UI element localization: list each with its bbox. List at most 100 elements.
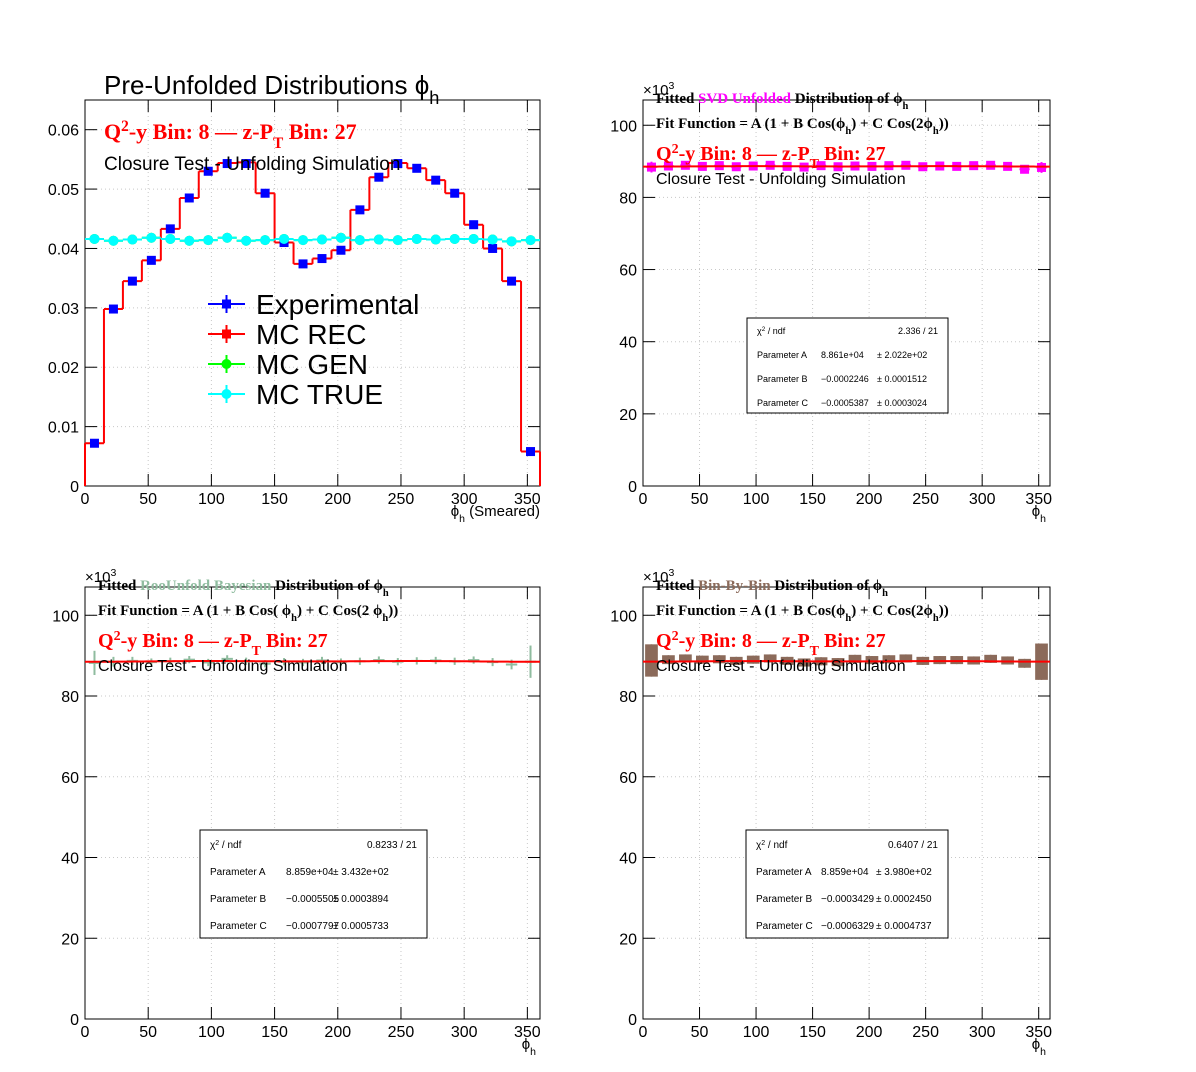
stats-box xyxy=(745,829,949,939)
marker xyxy=(411,233,422,244)
x-tick-label: 300 xyxy=(969,491,996,508)
stats-value: 8.859e+04 xyxy=(286,867,334,878)
x-tick-label: 250 xyxy=(912,1024,939,1041)
marker xyxy=(127,234,138,245)
legend-label: MC GEN xyxy=(256,349,368,380)
stats-name: Parameter A xyxy=(757,350,807,360)
marker xyxy=(468,233,479,244)
y-tick-label: 0.06 xyxy=(48,123,79,140)
plot-frame xyxy=(84,586,541,1020)
superscript: 3 xyxy=(668,80,674,92)
marker xyxy=(260,235,271,246)
stats-value: 0.8233 / 21 xyxy=(367,840,417,851)
superscript: 2 xyxy=(114,629,121,644)
x-tick-label: 0 xyxy=(81,1024,90,1041)
subscript: h xyxy=(382,613,388,624)
subscript: h xyxy=(530,1046,536,1058)
stats-value: −0.0005505 xyxy=(286,894,340,905)
marker xyxy=(146,255,156,265)
x-tick-label: 200 xyxy=(856,1024,883,1041)
y-tick-label: 0.05 xyxy=(48,182,79,199)
stats-name: Parameter A xyxy=(756,867,812,878)
marker xyxy=(355,205,365,215)
marker xyxy=(184,193,194,203)
text-part: Bin: 27 xyxy=(283,119,356,144)
marker xyxy=(127,276,137,286)
y-tick-label: 80 xyxy=(619,689,637,706)
x-tick-label: 100 xyxy=(743,491,770,508)
x-tick-label: 50 xyxy=(691,1024,709,1041)
text-part: ) + C Cos(2 ϕ xyxy=(297,603,382,619)
stats-name: χ2 / ndf xyxy=(756,840,788,852)
text-part: -y Bin: 8 — z-P xyxy=(679,630,810,652)
marker xyxy=(241,159,251,169)
text-part: Distribution of ϕ xyxy=(771,578,882,594)
chart-title: Fitted Bin-By-Bin Distribution of ϕh xyxy=(656,578,888,599)
text-part: -y Bin: 8 — z-P xyxy=(679,143,810,165)
x-tick-label: 150 xyxy=(799,491,826,508)
marker xyxy=(298,259,308,269)
y-tick-label: 0 xyxy=(70,479,79,496)
subtitle: Closure Test - Unfolding Simulation xyxy=(656,171,906,188)
subscript: h xyxy=(845,126,851,137)
x-tick-label: 50 xyxy=(139,491,157,508)
text-part: χ xyxy=(210,840,216,851)
text-part: Parameter A xyxy=(756,867,812,878)
text-part: Closure Test - Unfolding Simulation xyxy=(656,171,906,188)
text-part: Distribution of ϕ xyxy=(271,578,382,594)
marker xyxy=(184,235,195,246)
x-tick-label: 150 xyxy=(799,1024,826,1041)
subscript: h xyxy=(882,588,888,599)
legend-marker xyxy=(221,359,232,369)
marker xyxy=(203,235,214,246)
y-tick-label: 60 xyxy=(619,263,637,280)
subscript: T xyxy=(273,135,284,152)
marker xyxy=(317,254,327,264)
legend-label: MC TRUE xyxy=(256,379,383,410)
stats-name: χ2 / ndf xyxy=(757,326,786,337)
marker xyxy=(354,235,365,246)
stats-box xyxy=(746,317,949,414)
superscript: 2 xyxy=(672,142,679,157)
text-part: Bin: 27 xyxy=(819,143,886,165)
marker xyxy=(506,236,517,247)
subtitle: Closure Test - Unfolding Simulation xyxy=(98,658,348,675)
stats-name: Parameter A xyxy=(210,867,266,878)
subscript: T xyxy=(810,157,820,172)
stats-name: Parameter B xyxy=(757,374,808,384)
y-tick-label: 0.01 xyxy=(48,420,79,437)
stats-value: −0.0006329 xyxy=(821,921,875,932)
y-tick-label: 100 xyxy=(610,118,637,135)
subscript: h xyxy=(933,613,939,624)
legend-label: Experimental xyxy=(256,289,419,320)
text-part: Q xyxy=(98,630,114,652)
axis-multiplier: ×103 xyxy=(643,80,674,99)
text-part: -y Bin: 8 — z-P xyxy=(129,119,273,144)
axis-multiplier: ×103 xyxy=(643,567,674,586)
text-part: Distribution of ϕ xyxy=(791,91,902,107)
text-part: Closure Test - Unfolding Simulation xyxy=(656,658,906,675)
marker xyxy=(203,166,213,176)
stats-value: 0.6407 / 21 xyxy=(888,840,938,851)
x-tick-label: 200 xyxy=(324,491,351,508)
subscript: h xyxy=(845,613,851,624)
fit-function: Fit Function = A (1 + B Cos( ϕh) + C Cos… xyxy=(98,603,398,624)
x-tick-label: 50 xyxy=(139,1024,157,1041)
marker xyxy=(222,159,232,169)
stats-value: 8.861e+04 xyxy=(821,350,864,360)
x-axis-label: ϕh (Smeared) xyxy=(451,503,540,525)
bin-label: Q2-y Bin: 8 — z-PT Bin: 27 xyxy=(656,142,886,172)
text-part: Parameter A xyxy=(757,350,807,360)
y-tick-label: 60 xyxy=(61,770,79,787)
subscript: h xyxy=(291,613,297,624)
subtitle: Closure Test - Unfolding Simulation xyxy=(104,154,400,175)
text-part: Parameter B xyxy=(757,374,808,384)
fit-curve xyxy=(643,660,1050,663)
y-tick-label: 0 xyxy=(628,1012,637,1029)
text-part: Fitted xyxy=(98,578,140,594)
stats-error: ± 0.0005733 xyxy=(333,921,389,932)
stats-value: −0.0003429 xyxy=(821,894,875,905)
x-tick-label: 300 xyxy=(451,1024,478,1041)
text-part: χ xyxy=(757,326,762,336)
